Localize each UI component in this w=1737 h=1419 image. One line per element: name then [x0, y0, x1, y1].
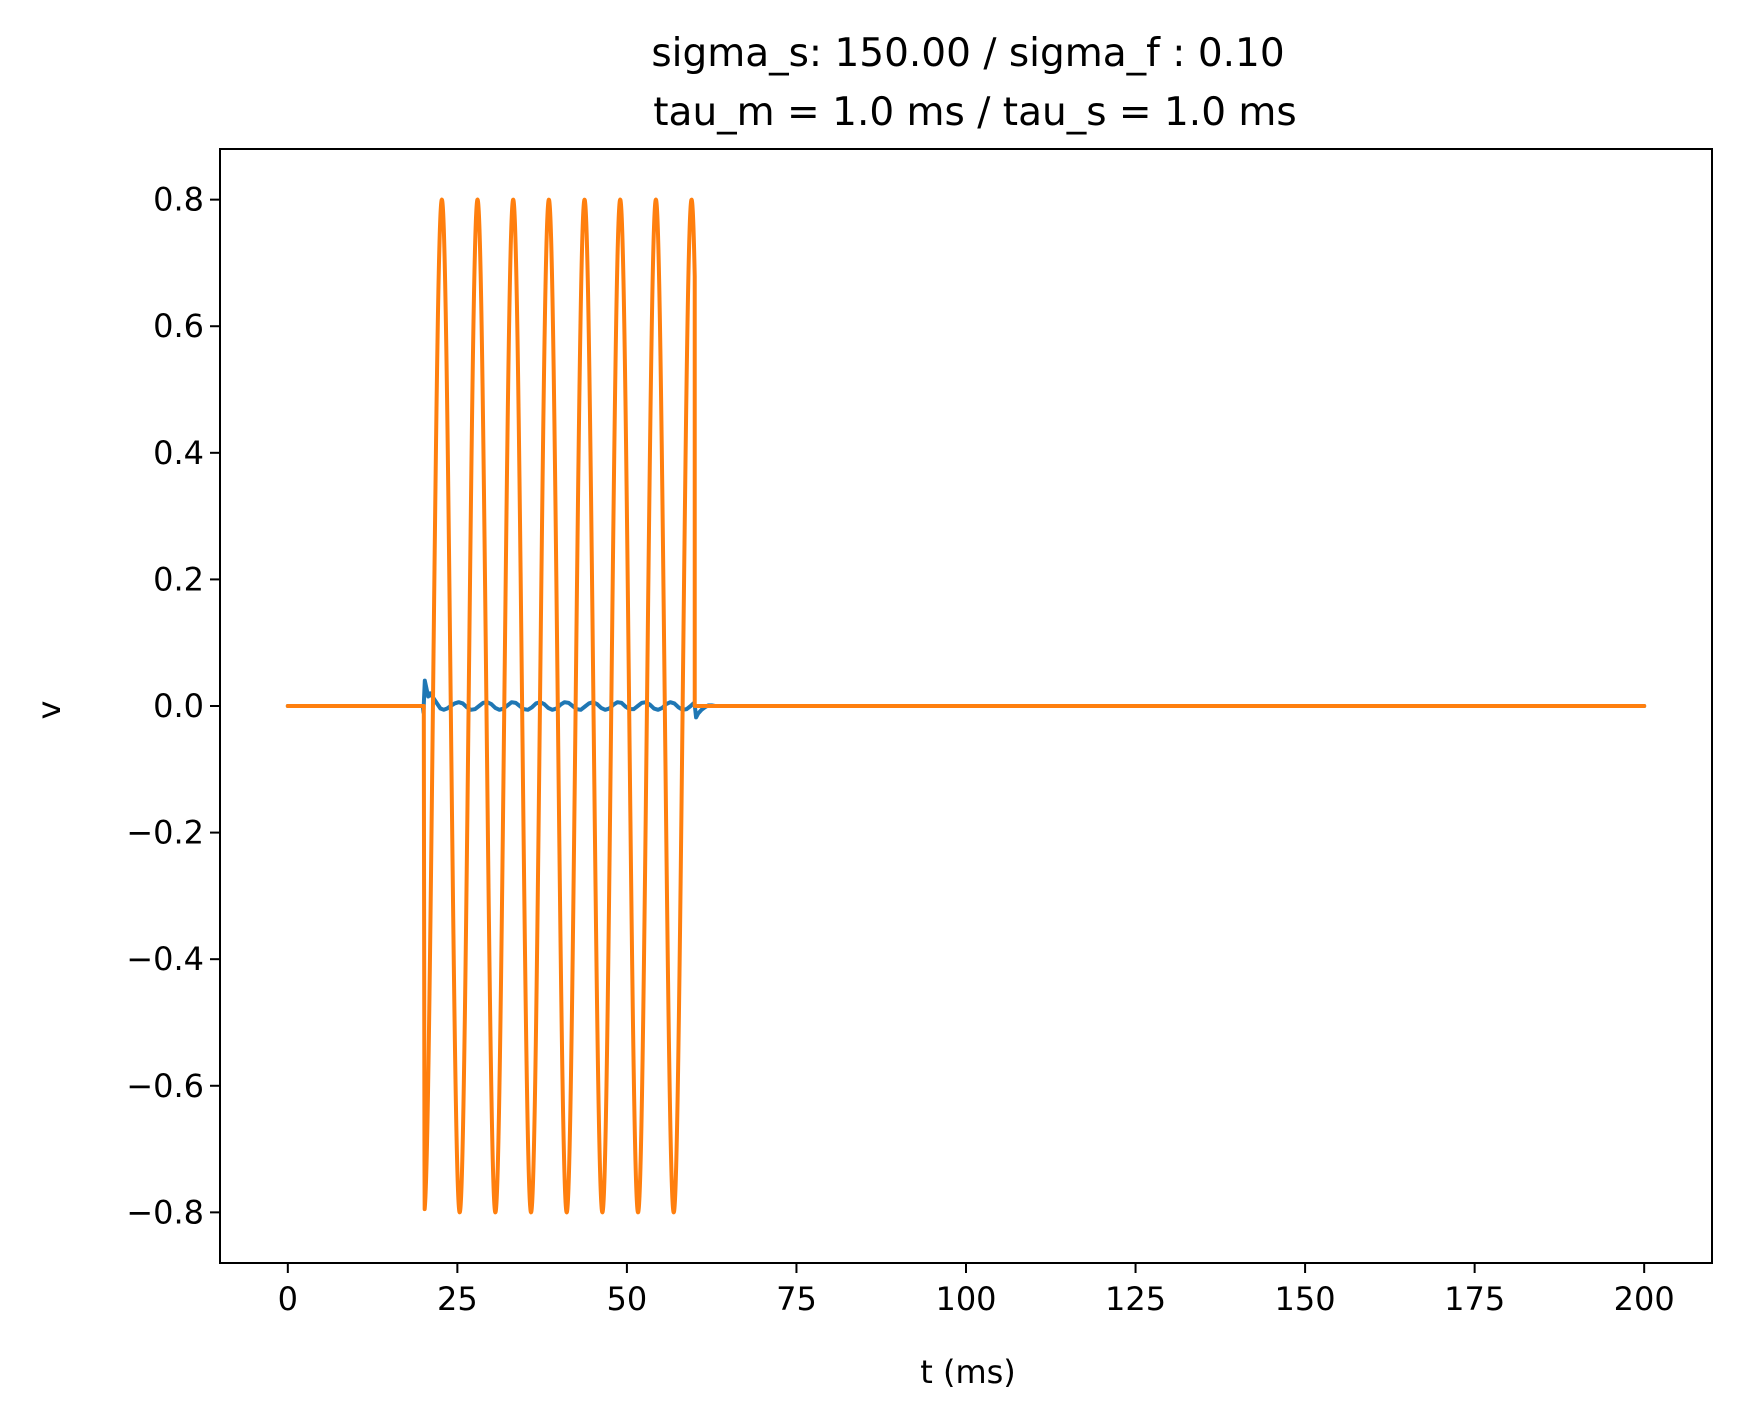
- x-axis: 0 25 50 75 100 125 150 175 200: [278, 1263, 1675, 1318]
- y-tick-label: −0.4: [126, 940, 204, 978]
- series-line-2: [285, 197, 1647, 1215]
- x-tick-label: 25: [437, 1280, 478, 1318]
- y-tick-label: 0.2: [153, 560, 204, 598]
- y-tick-label: 0.8: [153, 181, 204, 219]
- x-tick-label: 75: [776, 1280, 817, 1318]
- y-tick-label: −0.6: [126, 1067, 204, 1105]
- x-tick-label: 100: [935, 1280, 996, 1318]
- x-tick-label: 200: [1614, 1280, 1675, 1318]
- x-tick-label: 150: [1275, 1280, 1336, 1318]
- y-axis: 0.8 0.6 0.4 0.2 0.0 −0.2 −0.4 −0.6 −0.8: [126, 181, 220, 1231]
- y-tick-label: −0.8: [126, 1193, 204, 1231]
- y-tick-label: 0.4: [153, 434, 204, 472]
- y-tick-label: 0.6: [153, 307, 204, 345]
- y-tick-label: −0.2: [126, 814, 204, 852]
- y-axis-label: v: [30, 701, 68, 720]
- x-tick-label: 0: [278, 1280, 298, 1318]
- x-tick-label: 50: [607, 1280, 648, 1318]
- plot-frame: [219, 148, 1713, 1264]
- series-layer: [285, 197, 1647, 1215]
- x-axis-label: t (ms): [920, 1353, 1016, 1391]
- x-tick-label: 125: [1105, 1280, 1166, 1318]
- chart-title-line-1: sigma_s: 150.00 / sigma_f : 0.10: [651, 31, 1284, 76]
- y-tick-label: 0.0: [153, 687, 204, 725]
- x-tick-label: 175: [1444, 1280, 1505, 1318]
- chart-title-line-2: tau_m = 1.0 ms / tau_s = 1.0 ms: [653, 90, 1296, 135]
